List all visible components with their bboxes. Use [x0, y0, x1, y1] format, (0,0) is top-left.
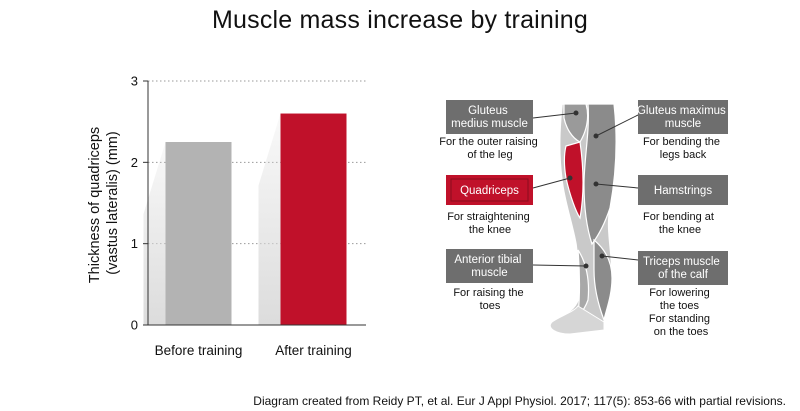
anterior-tibial-desc: For raising the toes	[453, 287, 526, 312]
quadriceps-desc: For straightening the knee	[447, 211, 533, 236]
quadriceps-box-inner	[450, 178, 529, 202]
gluteus-maximus-desc: For bending the legs back	[643, 136, 723, 161]
hamstrings-box	[638, 175, 728, 205]
leg-diagram	[532, 103, 639, 335]
y-tick-label: 0	[131, 318, 138, 333]
quadriceps-shape	[563, 141, 584, 220]
gluteus-medius-label: Gluteus medius muscle	[451, 105, 528, 130]
chart-title: Muscle mass increase by training	[212, 6, 588, 34]
muscle-labels: Gluteus medius muscle For the outer rais…	[439, 100, 729, 338]
quadriceps-box	[446, 175, 533, 205]
bar-after-training	[280, 113, 347, 326]
anterior-tibial-box	[446, 249, 533, 283]
pointer-quadriceps	[532, 177, 571, 189]
hamstrings-label: Hamstrings	[654, 185, 712, 197]
gluteus-medius-desc: For the outer raising of the leg	[439, 136, 541, 161]
x-category-label: After training	[275, 343, 352, 358]
anterior-tibial-label: Anterior tibial muscle	[454, 254, 524, 279]
bar-shadow	[258, 113, 281, 326]
calf-shape	[593, 238, 613, 323]
y-tick-label: 2	[131, 155, 138, 170]
gluteus-maximus-label: Gluteus maximus muscle	[637, 105, 729, 130]
y-tick-label: 3	[131, 74, 138, 89]
hamstrings-shape	[583, 103, 617, 246]
source-caption: Diagram created from Reidy PT, et al. Eu…	[253, 394, 786, 408]
bar-shadow	[143, 142, 166, 325]
y-axis-label: Thickness of quadriceps (vastus laterali…	[87, 123, 121, 283]
hamstrings-desc: For bending at the knee	[643, 211, 717, 236]
pointer-gluteus-medius	[532, 112, 577, 119]
triceps-calf-box	[638, 251, 728, 285]
y-tick-label: 1	[131, 236, 138, 251]
gluteus-maximus-box	[638, 100, 728, 134]
triceps-calf-desc: For lowering the toes For standing on th…	[649, 287, 713, 338]
x-category-label: Before training	[155, 343, 243, 358]
foot-shape	[549, 305, 605, 335]
triceps-calf-label: Triceps muscle of the calf	[643, 256, 723, 281]
pointer-anterior-tibial	[532, 264, 587, 267]
gluteus-medius-box	[446, 100, 533, 134]
pointer-gluteus-maximus	[595, 114, 639, 137]
quadriceps-label: Quadriceps	[460, 185, 519, 197]
pointer-triceps-calf	[601, 255, 639, 261]
bar-before-training	[165, 142, 232, 325]
bar-chart: 0 1 2 3 Before training After training Thick…	[87, 74, 366, 358]
pointer-hamstrings	[595, 183, 639, 189]
